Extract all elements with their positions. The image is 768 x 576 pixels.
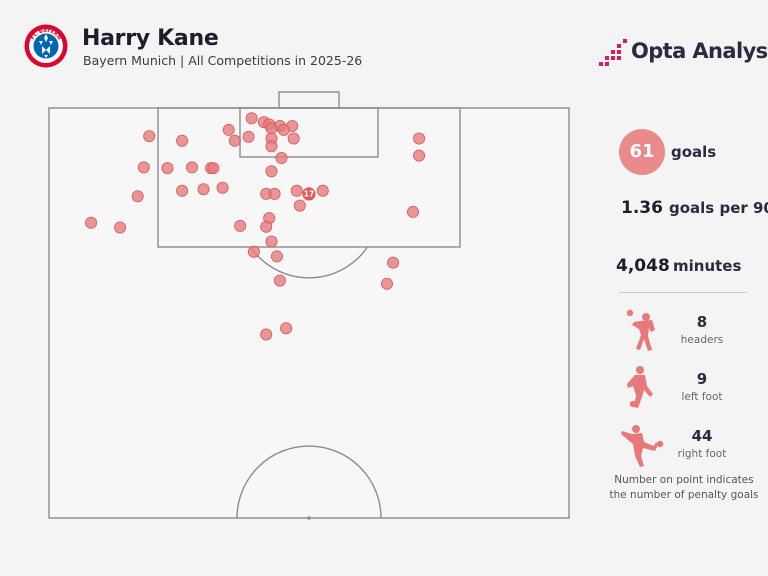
shot-point-14 [228, 134, 241, 147]
shot-point-37 [260, 220, 273, 233]
left-foot-count: 9 [696, 370, 708, 388]
shot-point-43 [380, 277, 393, 290]
shot-point-7 [277, 123, 290, 136]
club-crest-icon: FC BAYERN [24, 24, 68, 68]
centre-circle-arc [236, 445, 382, 519]
shot-point-15 [265, 140, 278, 153]
right-foot-label: right foot [677, 448, 727, 460]
stats-divider [619, 292, 747, 293]
shot-point-12 [413, 132, 426, 145]
shot-point-8 [143, 130, 156, 143]
header-silhouette-icon [626, 309, 655, 351]
left-foot-label: left foot [681, 391, 723, 403]
shots-layer: 17 [85, 112, 426, 341]
minutes-value: 4,048 [616, 256, 670, 276]
shot-point-38 [265, 235, 278, 248]
penalty-goals-point [302, 187, 316, 201]
shot-point-6 [265, 122, 278, 135]
shot-point-45 [280, 322, 293, 335]
shot-point-32 [406, 205, 419, 218]
goals-per-90-label: goals per 90 [669, 199, 768, 217]
shot-point-30 [131, 190, 144, 203]
goals-label: goals [671, 143, 717, 161]
pitch-half-outline [48, 107, 570, 519]
brand-logo: Opta Analyst [598, 36, 768, 70]
shot-point-9 [242, 130, 255, 143]
headers-label: headers [680, 334, 724, 346]
penalty-arc [249, 246, 369, 279]
right-foot-count: 44 [691, 427, 713, 445]
shot-point-34 [85, 216, 98, 229]
shot-point-17 [275, 151, 288, 164]
shot-point-16 [413, 149, 426, 162]
shot-point-42 [273, 274, 286, 287]
page-title: Harry Kane [82, 26, 219, 51]
shot-point-18 [137, 161, 150, 174]
shot-point-20 [185, 161, 198, 174]
opta-mark-icon [599, 39, 627, 66]
total-goals-circle: 61 [619, 129, 665, 175]
goal-frame [278, 91, 340, 109]
shot-point-31 [293, 199, 306, 212]
legend-note-line-2: the number of penalty goals [609, 489, 759, 501]
left-foot-silhouette-icon [627, 366, 653, 408]
headers-count: 8 [696, 313, 708, 331]
shot-point-22 [207, 162, 220, 175]
shot-point-27 [197, 183, 210, 196]
shot-point-19 [161, 162, 174, 175]
goals-per-90-value: 1.36 [621, 198, 663, 218]
shot-point-26 [316, 184, 329, 197]
shot-point-44 [260, 328, 273, 341]
shot-point-5 [222, 123, 235, 136]
shot-point-25 [176, 184, 189, 197]
shot-point-23 [265, 165, 278, 178]
shot-point-36 [234, 219, 247, 232]
shot-point-24 [216, 181, 229, 194]
six-yard-box [239, 107, 379, 158]
shot-point-40 [270, 250, 283, 263]
shot-point-46 [268, 187, 281, 200]
penalty-goals-label: 17 [304, 190, 314, 199]
minutes-label: minutes [673, 257, 742, 275]
shot-point-35 [114, 221, 127, 234]
centre-spot [307, 516, 311, 520]
shot-point-39 [247, 245, 260, 258]
legend-note-line-1: Number on point indicates [614, 474, 754, 486]
shot-point-41 [387, 256, 400, 269]
shot-point-0 [245, 112, 258, 125]
shot-point-29 [290, 184, 303, 197]
shot-point-13 [176, 134, 189, 147]
shot-point-11 [287, 132, 300, 145]
right-foot-silhouette-icon [621, 425, 664, 467]
page-subtitle: Bayern Munich | All Competitions in 2025… [83, 53, 363, 68]
brand-name: Opta Analyst [631, 39, 768, 63]
